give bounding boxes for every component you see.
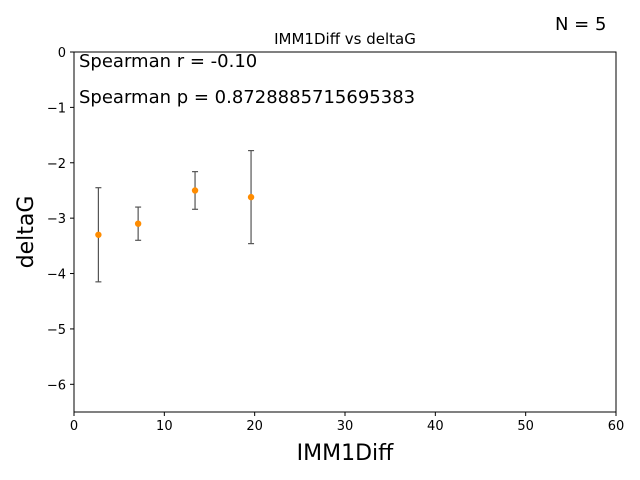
x-tick-label: 30 (337, 419, 354, 434)
y-tick-label: 0 (58, 46, 66, 61)
data-point-group (247, 149, 255, 245)
y-tick-label: −3 (47, 212, 66, 227)
spearman-r-annotation: Spearman r = -0.10 (79, 51, 257, 72)
data-point (134, 220, 142, 227)
y-axis: 0 −1 −2 −3 −4 −5 −6 (47, 46, 74, 393)
data-point (247, 193, 255, 201)
data-point-group (95, 187, 102, 283)
chart-title: IMM1Diff vs deltaG (274, 30, 416, 48)
x-tick-label: 0 (70, 419, 78, 434)
x-tick-label: 40 (427, 419, 444, 434)
data-point-group (191, 171, 199, 210)
x-tick-label: 50 (517, 419, 534, 434)
x-tick-label: 60 (608, 419, 625, 434)
x-tick-label: 10 (156, 419, 173, 434)
spearman-p-annotation: Spearman p = 0.8728885715695383 (79, 87, 415, 108)
y-tick-label: −4 (47, 268, 66, 283)
x-tick-label: 20 (246, 419, 263, 434)
y-axis-label: deltaG (14, 196, 39, 269)
data-point (95, 231, 102, 238)
y-tick-label: −1 (47, 101, 66, 116)
data-point (191, 187, 199, 194)
y-tick-label: −6 (47, 378, 66, 393)
x-axis-label: IMM1Diff (297, 441, 395, 466)
sample-size-label: N = 5 (555, 14, 607, 35)
data-point-group (134, 206, 142, 241)
y-tick-label: −2 (47, 157, 66, 172)
x-axis: 0 10 20 30 40 50 60 (70, 412, 624, 434)
data-series (95, 149, 255, 283)
y-tick-label: −5 (47, 323, 66, 338)
